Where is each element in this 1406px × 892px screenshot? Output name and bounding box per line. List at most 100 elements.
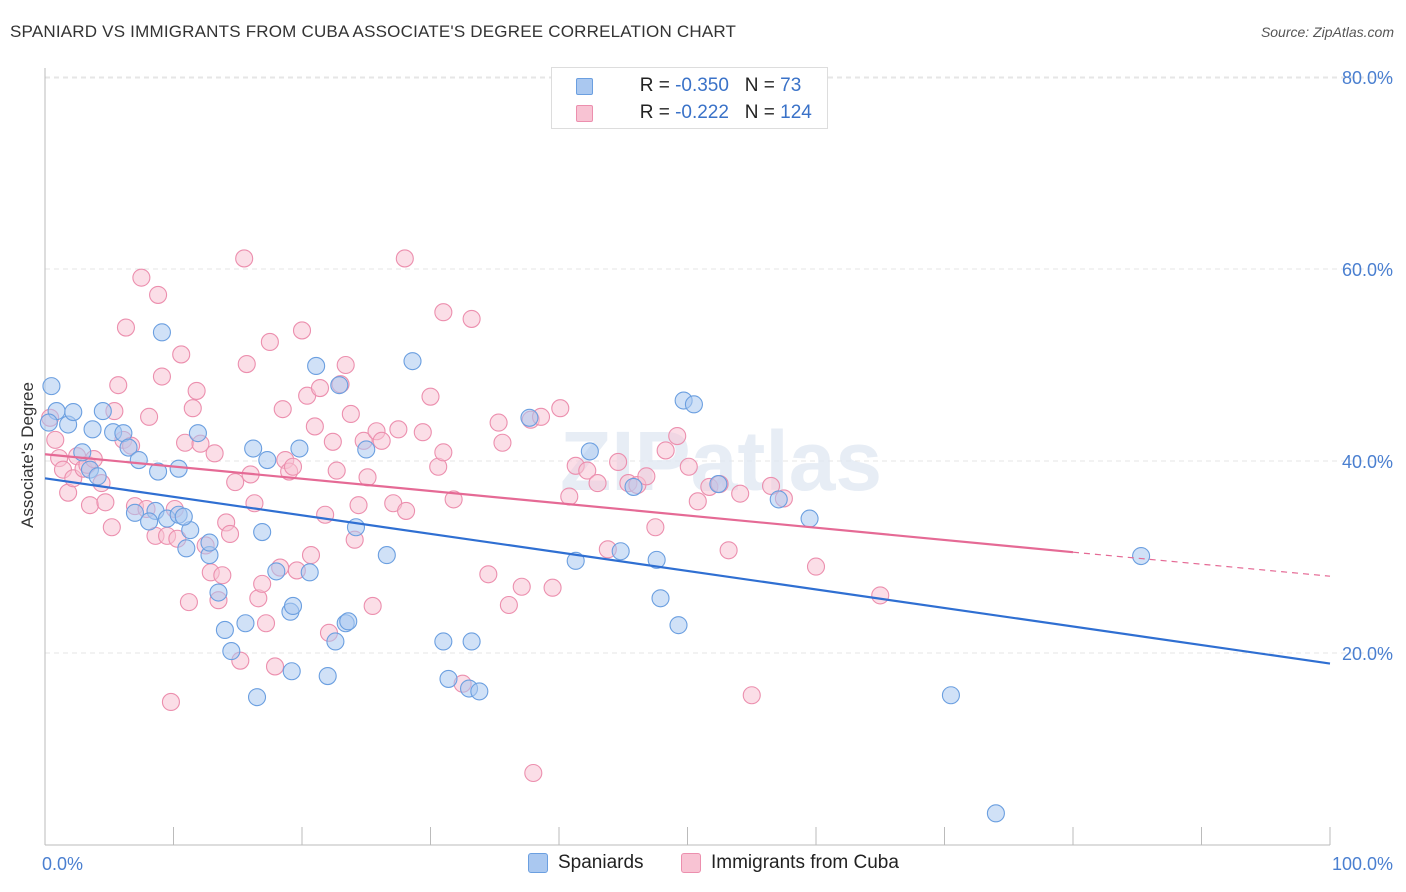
- point-spaniards: [125, 503, 144, 522]
- legend-item-spaniards[interactable]: Spaniards: [528, 852, 644, 874]
- legend-swatch-cuba: [681, 853, 701, 873]
- point-spaniards: [215, 620, 234, 640]
- point-cuba: [316, 505, 335, 524]
- point-cuba: [578, 461, 597, 480]
- legend-swatch-pink: [576, 104, 593, 122]
- point-cuba: [292, 321, 312, 340]
- legend-item-cuba[interactable]: Immigrants from Cuba: [681, 852, 899, 874]
- point-cuba: [588, 474, 607, 493]
- point-spaniards: [1132, 546, 1151, 566]
- point-cuba: [323, 432, 342, 451]
- point-spaniards: [439, 669, 458, 688]
- point-cuba: [301, 546, 321, 565]
- point-cuba: [273, 400, 292, 419]
- point-cuba: [434, 443, 453, 462]
- point-cuba: [806, 557, 826, 576]
- n-label: N =: [744, 102, 781, 123]
- point-cuba: [179, 593, 198, 612]
- point-cuba: [363, 596, 382, 616]
- point-cuba: [560, 487, 579, 506]
- point-spaniards: [566, 551, 585, 570]
- point-cuba: [524, 763, 543, 783]
- point-spaniards: [174, 507, 193, 526]
- y-tick-label: 80.0%: [1342, 68, 1393, 88]
- y-tick-labels: 20.0% 40.0% 60.0% 80.0%: [1342, 68, 1393, 664]
- point-cuba: [871, 586, 890, 605]
- point-cuba: [213, 566, 232, 585]
- legend-label-cuba: Immigrants from Cuba: [711, 852, 899, 873]
- trendlines: [44, 453, 1331, 665]
- point-spaniards: [611, 542, 630, 561]
- point-cuba: [149, 285, 168, 304]
- trendline-cuba: [1072, 551, 1331, 577]
- r-value: -0.350: [675, 75, 729, 96]
- point-spaniards: [93, 402, 112, 421]
- point-cuba: [668, 426, 687, 446]
- point-cuba: [265, 657, 285, 676]
- point-cuba: [679, 457, 698, 476]
- point-spaniards: [267, 562, 286, 581]
- legend-swatch-blue: [576, 77, 593, 95]
- point-cuba: [395, 249, 414, 268]
- trendline-spaniards: [44, 477, 1331, 665]
- point-cuba: [489, 413, 508, 432]
- point-cuba: [413, 423, 432, 442]
- point-cuba: [305, 417, 324, 436]
- point-spaniards: [307, 356, 326, 376]
- point-cuba: [283, 457, 303, 476]
- point-spaniards: [83, 420, 102, 439]
- point-cuba: [187, 381, 206, 400]
- point-cuba: [161, 692, 180, 712]
- y-tick-label: 60.0%: [1342, 260, 1393, 280]
- point-spaniards: [253, 522, 272, 542]
- y-axis-label: Associate's Degree: [18, 382, 37, 528]
- point-spaniards: [300, 563, 319, 582]
- legend-label-spaniards: Spaniards: [558, 852, 644, 873]
- point-spaniards: [149, 462, 168, 481]
- point-cuba: [256, 614, 276, 633]
- r-value: -0.222: [675, 102, 729, 123]
- point-spaniards: [88, 467, 107, 486]
- point-spaniards: [244, 439, 263, 458]
- point-cuba: [761, 476, 781, 496]
- point-cuba: [719, 541, 738, 560]
- series-spaniards: [39, 323, 1151, 823]
- point-cuba: [341, 404, 360, 424]
- point-cuba: [389, 420, 408, 439]
- point-cuba: [235, 249, 254, 268]
- point-cuba: [327, 461, 346, 480]
- point-cuba: [358, 468, 377, 487]
- point-cuba: [421, 387, 440, 406]
- point-spaniards: [129, 450, 148, 470]
- point-cuba: [46, 430, 65, 449]
- point-spaniards: [326, 632, 345, 651]
- point-spaniards: [209, 583, 228, 602]
- point-cuba: [551, 399, 570, 418]
- point-cuba: [183, 399, 202, 418]
- point-spaniards: [64, 402, 83, 422]
- point-cuba: [688, 492, 707, 511]
- point-spaniards: [941, 686, 960, 705]
- point-cuba: [220, 524, 240, 544]
- point-spaniards: [188, 424, 207, 443]
- point-spaniards: [152, 323, 171, 342]
- x-tick-label: 100.0%: [1332, 854, 1393, 874]
- point-cuba: [731, 484, 750, 503]
- point-spaniards: [709, 474, 728, 494]
- point-spaniards: [470, 682, 489, 701]
- point-cuba: [349, 496, 368, 515]
- point-spaniards: [986, 804, 1005, 823]
- point-cuba: [253, 574, 272, 593]
- point-cuba: [656, 441, 675, 460]
- x-tick-labels: 0.0% 100.0%: [42, 854, 1393, 874]
- point-spaniards: [403, 352, 422, 371]
- point-cuba: [479, 565, 498, 584]
- chart-title: SPANIARD VS IMMIGRANTS FROM CUBA ASSOCIA…: [10, 22, 737, 41]
- point-spaniards: [283, 596, 303, 616]
- y-tick-label: 20.0%: [1342, 644, 1393, 664]
- point-spaniards: [769, 490, 788, 509]
- point-spaniards: [119, 438, 138, 457]
- point-cuba: [646, 518, 665, 537]
- point-cuba: [116, 318, 136, 337]
- point-cuba: [512, 577, 531, 596]
